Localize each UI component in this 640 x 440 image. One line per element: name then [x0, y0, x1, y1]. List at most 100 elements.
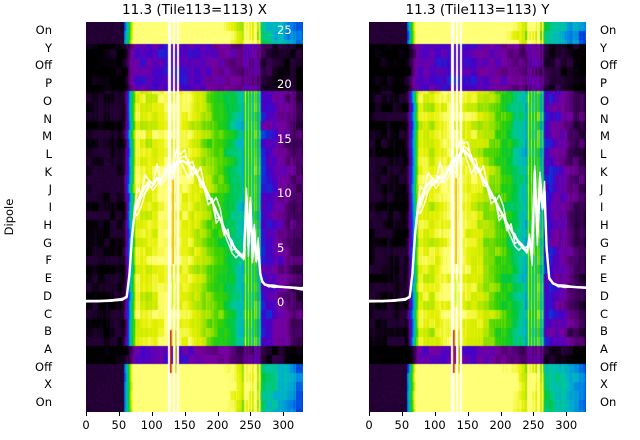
y-tick-label: 5 — [277, 240, 285, 255]
x-tick-mark — [533, 412, 535, 416]
dipole-tick-label: A — [44, 341, 52, 356]
x-tick-label: 50 — [111, 418, 127, 432]
dipole-tick-label: A — [600, 341, 608, 356]
dipole-tick-label: N — [600, 111, 609, 126]
x-tick-mark — [86, 412, 87, 416]
x-tick-label: 100 — [423, 418, 446, 432]
spectrum-trace-secondary — [369, 150, 586, 303]
spectrum-trace-secondary — [369, 140, 586, 303]
x-tick-mark — [250, 412, 252, 416]
panel-title-x: 11.3 (Tile113=113) X — [122, 2, 267, 18]
x-tick-label: 200 — [206, 418, 229, 432]
dipole-tick-label: M — [600, 129, 610, 144]
x-tick-mark — [184, 412, 186, 416]
dipole-tick-label: F — [45, 253, 52, 268]
x-tick-label: 150 — [173, 418, 196, 432]
y-tick-label: - 20 — [62, 77, 85, 92]
dipole-tick-label: B — [600, 324, 608, 339]
y-tick-label: - 10 — [345, 186, 368, 201]
dipole-tick-label: P — [45, 76, 52, 91]
x-tick-mark — [283, 412, 285, 416]
dipole-tick-label: N — [43, 111, 52, 126]
y-tick-label: - 25 — [345, 23, 368, 37]
y-tick-label: - 15 — [345, 131, 368, 146]
dipole-tick-label: X — [44, 377, 52, 392]
dipole-tick-label: X — [600, 377, 608, 392]
x-tick-mark — [217, 412, 219, 416]
y-tick-label: - 15 — [62, 131, 85, 146]
dipole-tick-label: L — [45, 146, 52, 161]
heatmap-canvas-y — [369, 22, 586, 412]
y-tick-label: 0 — [345, 295, 353, 309]
y-tick-label: - 20 — [345, 77, 368, 92]
x-tick-mark — [369, 412, 370, 416]
dipole-tick-label: Off — [600, 58, 617, 73]
spectrum-trace-secondary — [86, 161, 303, 303]
trace-overlay-x — [86, 148, 303, 303]
dipole-tick-label: E — [600, 271, 608, 286]
y-tick-label: - 5 — [62, 240, 78, 255]
x-tick-label: 250 — [522, 418, 545, 432]
dipole-tick-label: G — [43, 235, 52, 250]
dipole-tick-label: Off — [600, 359, 617, 374]
y-tick-label: 20 — [277, 77, 292, 92]
dipole-tick-label: I — [600, 200, 604, 215]
dipole-axis-right: On Y Off P O N M L K J I H G F E D C B A Off X On — [600, 22, 640, 412]
y-tick-label: 0 — [62, 295, 70, 309]
dipole-tick-label: Off — [35, 359, 52, 374]
spectrum-trace-secondary — [86, 155, 303, 303]
dipole-axis-left: On Y Off P O N M L K J I H G F E D C B A Off X On — [2, 22, 52, 412]
x-tick-mark — [401, 412, 403, 416]
dipole-tick-label: D — [43, 288, 52, 303]
y-tick-label: - 10 — [62, 186, 85, 201]
y-tick-label: 15 — [277, 131, 292, 146]
x-tick-label: 300 — [272, 418, 295, 432]
dipole-tick-label: K — [44, 164, 52, 179]
dipole-tick-label: On — [35, 395, 52, 410]
x-tick-mark — [467, 412, 469, 416]
heatmap-panel-y[interactable] — [369, 22, 586, 412]
x-tick-label: 0 — [82, 418, 90, 432]
dipole-tick-label: C — [43, 306, 52, 321]
heatmap-panel-x[interactable] — [86, 22, 303, 412]
panel-title-y: 11.3 (Tile113=113) Y — [405, 2, 550, 18]
dipole-tick-label: E — [44, 271, 52, 286]
dipole-tick-label: Y — [44, 40, 52, 55]
dipole-tick-label: Off — [35, 58, 52, 73]
x-tick-label: 50 — [394, 418, 410, 432]
y-tick-label: 0 — [277, 295, 285, 309]
y-tick-label: 10 — [277, 186, 292, 201]
x-tick-label: 200 — [489, 418, 512, 432]
dipole-tick-label: J — [48, 182, 52, 197]
x-tick-label: 100 — [140, 418, 163, 432]
dipole-tick-label: On — [600, 395, 617, 410]
trace-overlay-y — [369, 140, 586, 303]
x-tick-label: 250 — [239, 418, 262, 432]
dipole-tick-label: C — [600, 306, 609, 321]
dipole-tick-label: F — [600, 253, 607, 268]
dipole-tick-label: H — [43, 217, 52, 232]
dipole-tick-label: G — [600, 235, 609, 250]
heatmap-canvas-x — [86, 22, 303, 412]
dipole-tick-label: L — [600, 146, 607, 161]
x-tick-mark — [151, 412, 153, 416]
spectrum-trace-secondary — [369, 145, 586, 303]
dipole-tick-label: J — [600, 182, 604, 197]
dipole-tick-label: B — [44, 324, 52, 339]
spectrum-trace-secondary — [86, 148, 303, 303]
x-tick-label: 300 — [555, 418, 578, 432]
x-tick-mark — [434, 412, 436, 416]
dipole-tick-label: M — [42, 129, 52, 144]
x-tick-mark — [500, 412, 502, 416]
dipole-tick-label: H — [600, 217, 609, 232]
dipole-tick-label: K — [600, 164, 608, 179]
dipole-tick-label: O — [600, 93, 610, 108]
dipole-tick-label: Y — [600, 40, 608, 55]
dipole-tick-label: P — [600, 76, 607, 91]
spectrum-trace — [86, 159, 303, 303]
y-tick-label: - 5 — [345, 240, 361, 255]
dipole-tick-label: On — [600, 22, 617, 37]
x-tick-label: 0 — [365, 418, 373, 432]
dipole-tick-label: D — [600, 288, 609, 303]
